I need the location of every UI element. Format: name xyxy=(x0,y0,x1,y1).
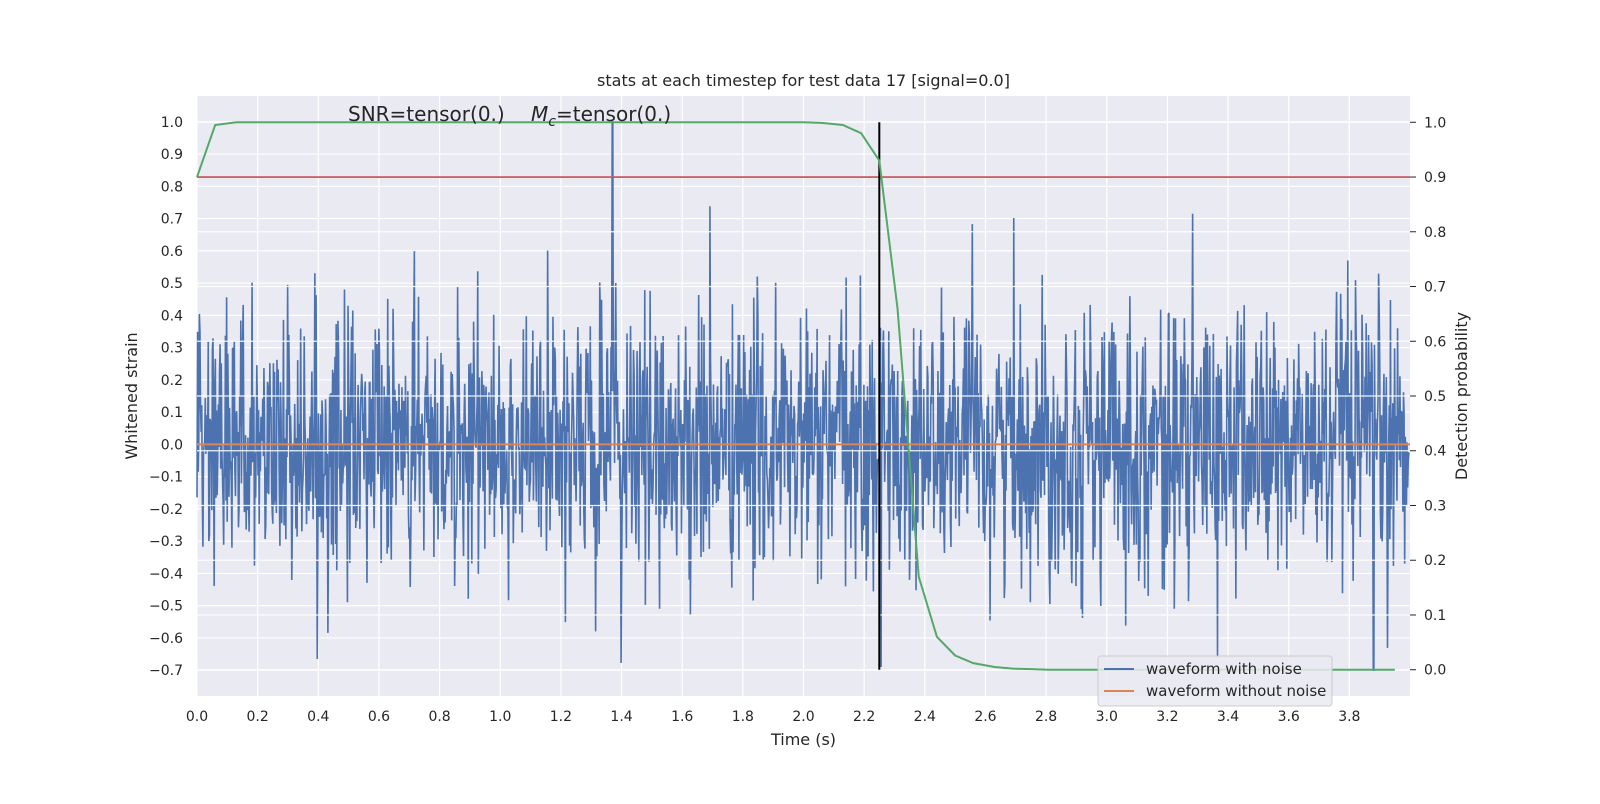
x-tick-label: 2.6 xyxy=(974,709,996,725)
x-tick-label: 0.0 xyxy=(186,709,208,725)
y-left-tick-label: −0.7 xyxy=(149,663,183,679)
x-tick-label: 3.4 xyxy=(1217,709,1239,725)
series-lines xyxy=(196,121,1410,671)
x-tick-label: 0.8 xyxy=(428,709,450,725)
legend: waveform with noise waveform without noi… xyxy=(1097,655,1333,707)
x-tick-label: 1.4 xyxy=(610,709,632,725)
y-left-tick-label: −0.2 xyxy=(149,502,183,518)
y-left-tick-label: 0.1 xyxy=(161,405,183,421)
y-left-tick-label: 0.4 xyxy=(161,308,183,324)
y-left-tick-label: 1.0 xyxy=(161,115,183,131)
x-tick-label: 3.8 xyxy=(1338,709,1360,725)
x-tick-label: 3.2 xyxy=(1156,709,1178,725)
legend-box xyxy=(1097,655,1333,707)
y-axis-left-label: Whitened strain xyxy=(122,332,141,459)
y-left-tick-label: 0.3 xyxy=(161,341,183,357)
legend-label-with-noise: waveform with noise xyxy=(1146,660,1302,678)
y-left-tick-label: 0.9 xyxy=(161,147,183,163)
y-right-tick-label: 0.9 xyxy=(1424,170,1446,186)
mc-symbol: M xyxy=(531,102,548,126)
y-left-tick-label: 0.6 xyxy=(161,244,183,260)
y-left-tick-label: 0.8 xyxy=(161,179,183,195)
y-left-tick-label: −0.1 xyxy=(149,470,183,486)
x-tick-label: 0.4 xyxy=(307,709,329,725)
x-tick-label: 0.2 xyxy=(247,709,269,725)
y-left-tick-label: 0.0 xyxy=(161,437,183,453)
y-left-tick-label: −0.3 xyxy=(149,534,183,550)
x-tick-label: 1.6 xyxy=(671,709,693,725)
mc-value: =tensor(0.) xyxy=(556,102,671,126)
x-tick-label: 2.2 xyxy=(853,709,875,725)
y-left-tick-label: −0.4 xyxy=(149,566,183,582)
y-right-tick-label: 0.7 xyxy=(1424,280,1446,296)
y-right-tick-label: 0.1 xyxy=(1424,608,1446,624)
x-tick-label: 0.6 xyxy=(368,709,390,725)
x-tick-label: 2.4 xyxy=(914,709,936,725)
x-tick-label: 1.8 xyxy=(732,709,754,725)
x-tick-label: 3.0 xyxy=(1096,709,1118,725)
y-right-tick-label: 0.0 xyxy=(1424,663,1446,679)
x-axis-label: Time (s) xyxy=(770,730,836,749)
y-right-tick-label: 1.0 xyxy=(1424,115,1446,131)
y-right-tick-label: 0.2 xyxy=(1424,553,1446,569)
x-tick-label: 1.2 xyxy=(550,709,572,725)
y-right-tick-label: 0.5 xyxy=(1424,389,1446,405)
mc-subscript: c xyxy=(548,114,556,130)
y-axis-right-label: Detection probability xyxy=(1452,312,1471,480)
y-right-tick-label: 0.6 xyxy=(1424,334,1446,350)
x-tick-label: 2.8 xyxy=(1035,709,1057,725)
axes: 0.0 0.2 0.4 0.6 0.8 1.0 1.2 1.4 1.6 1.8 2.0 2.2 2.4 2… xyxy=(149,115,1446,725)
detection-probability-line xyxy=(196,121,1395,671)
legend-label-without-noise: waveform without noise xyxy=(1146,682,1326,700)
annotation-mc: Mc=tensor(0.) xyxy=(531,102,671,130)
annotation-snr: SNR=tensor(0.) xyxy=(348,102,505,126)
y-right-tick-label: 0.4 xyxy=(1424,444,1446,460)
x-tick-label: 1.0 xyxy=(489,709,511,725)
y-left-tick-label: 0.7 xyxy=(161,212,183,228)
y-left-tick-label: 0.2 xyxy=(161,373,183,389)
y-right-tick-label: 0.8 xyxy=(1424,225,1446,241)
y-right-tick-label: 0.3 xyxy=(1424,498,1446,514)
y-left-tick-label: −0.6 xyxy=(149,631,183,647)
y-left-tick-label: −0.5 xyxy=(149,599,183,615)
chart-title: stats at each timestep for test data 17 … xyxy=(597,71,1010,90)
y-left-tick-label: 0.5 xyxy=(161,276,183,292)
x-tick-label: 2.0 xyxy=(792,709,814,725)
x-tick-label: 3.6 xyxy=(1278,709,1300,725)
